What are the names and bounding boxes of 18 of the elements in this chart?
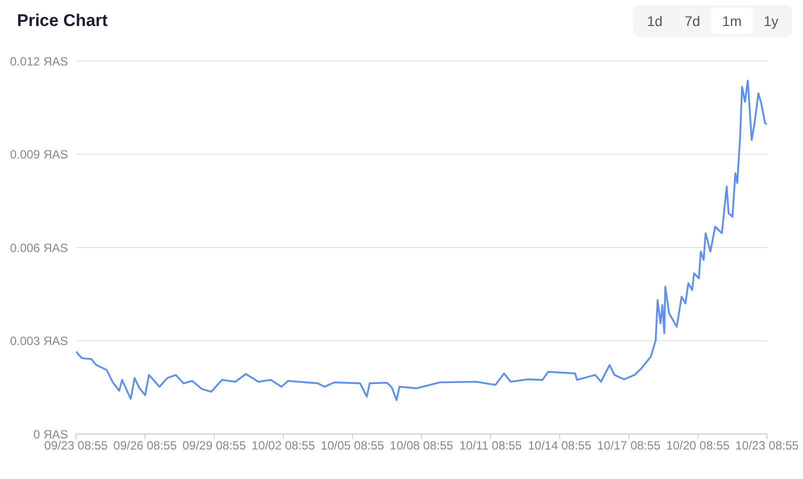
x-tick-label: 10/23 08:55	[735, 438, 800, 453]
x-tick-label: 10/20 08:55	[666, 438, 730, 453]
x-tick-label: 10/08 08:55	[390, 438, 454, 453]
x-tick-label: 09/26 08:55	[113, 438, 178, 453]
y-tick-label: 0.003 ЯAS	[10, 334, 68, 348]
x-tick-label: 10/14 08:55	[528, 438, 592, 453]
x-tick-label: 10/05 08:55	[320, 438, 384, 453]
y-tick-label: 0.009 ЯAS	[10, 148, 68, 162]
x-tick-label: 10/17 08:55	[597, 438, 661, 453]
y-tick-label: 0 ЯAS	[33, 427, 68, 442]
y-tick-label: 0.006 ЯAS	[10, 240, 68, 255]
y-tick-label: 0.012 ЯAS	[10, 54, 68, 68]
x-tick-label: 09/23 08:55	[44, 438, 108, 453]
x-tick-label: 10/02 08:55	[252, 438, 316, 453]
x-tick-label: 10/11 08:55	[459, 438, 522, 453]
x-tick-label: 09/29 08:55	[182, 438, 246, 453]
range-toggle: 1d 7d 1m 1y	[633, 5, 792, 37]
chart-title: Price Chart	[17, 11, 108, 31]
